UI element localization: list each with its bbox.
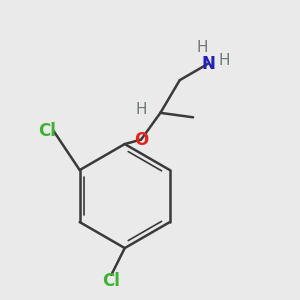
Text: N: N	[201, 55, 215, 73]
Text: Cl: Cl	[102, 272, 120, 290]
Text: Cl: Cl	[38, 122, 56, 140]
Text: H: H	[219, 53, 230, 68]
Text: O: O	[134, 130, 148, 148]
Text: H: H	[135, 102, 147, 117]
Text: H: H	[196, 40, 208, 55]
